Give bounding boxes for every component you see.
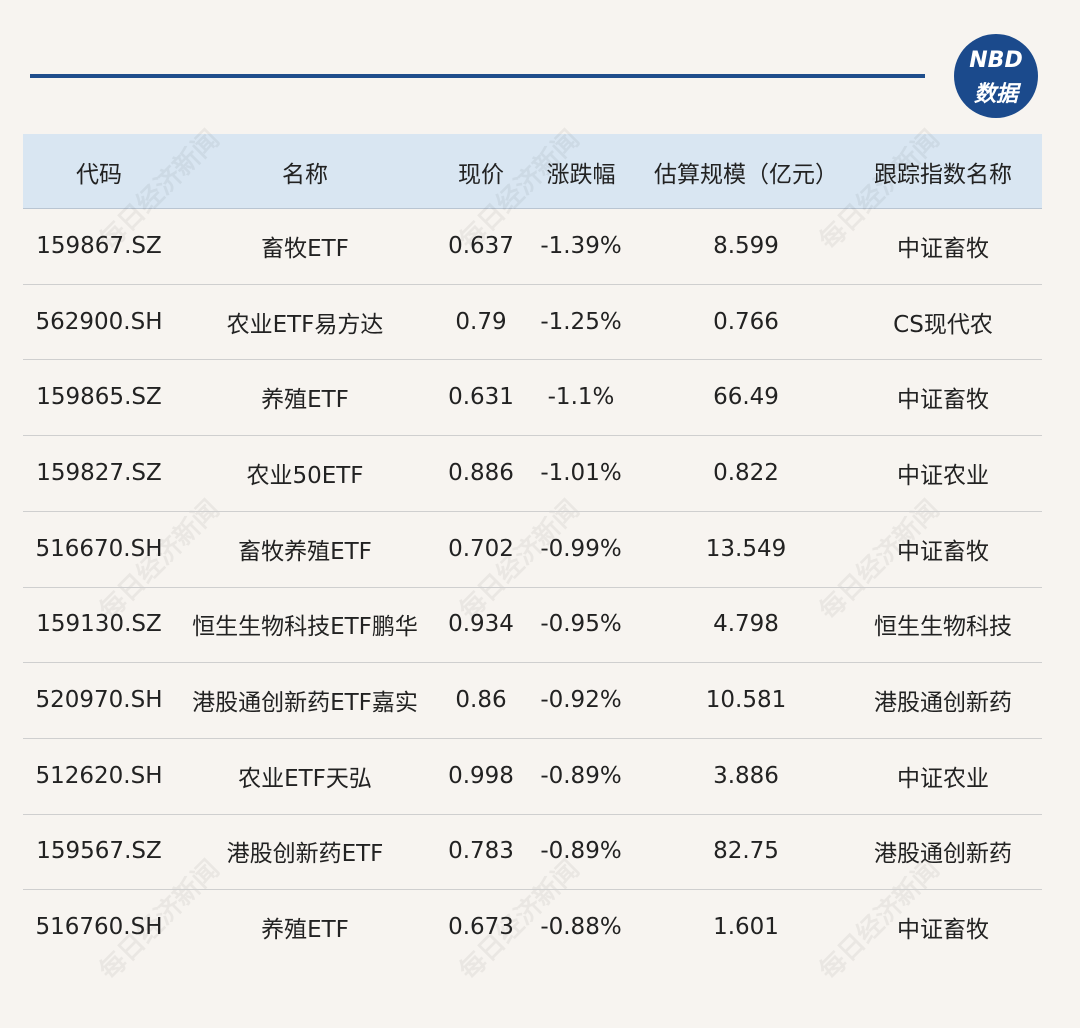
table-cell: 0.673 (448, 914, 514, 941)
table-cell: 159827.SZ (36, 459, 162, 486)
table-cell: 0.822 (713, 459, 779, 486)
column-header: 跟踪指数名称 (874, 162, 1012, 188)
table-cell: -0.92% (540, 687, 622, 714)
table-cell: 3.886 (713, 762, 779, 789)
table-cell: -0.88% (540, 914, 622, 941)
table-cell: 养殖ETF (261, 917, 349, 944)
table-cell: -1.1% (547, 384, 615, 411)
table-cell: 0.702 (448, 535, 514, 562)
column-header: 代码 (76, 162, 122, 188)
table-cell: -1.25% (540, 308, 622, 335)
logo: NBD 数据 (954, 34, 1038, 118)
row-separator (23, 889, 1042, 891)
row-separator (23, 662, 1042, 664)
table-cell: 中证畜牧 (897, 387, 989, 414)
table-header (23, 134, 1042, 209)
table-cell: 512620.SH (35, 762, 163, 789)
header-rule (30, 74, 925, 78)
table-cell: 562900.SH (35, 308, 163, 335)
table-cell: 1.601 (713, 914, 779, 941)
column-header: 名称 (282, 162, 328, 188)
table-cell: -0.99% (540, 535, 622, 562)
table-cell: 520970.SH (35, 687, 163, 714)
table-cell: 港股创新药ETF (226, 841, 384, 868)
row-separator (23, 813, 1042, 815)
table-cell: 畜牧养殖ETF (238, 538, 372, 565)
column-header: 涨跌幅 (546, 162, 616, 188)
table-cell: 82.75 (713, 838, 779, 865)
table-cell: 中证畜牧 (897, 235, 989, 262)
table-cell: 0.783 (448, 838, 514, 865)
table-cell: -0.89% (540, 838, 622, 865)
table-cell: 0.934 (448, 611, 514, 638)
table-cell: 159865.SZ (36, 384, 162, 411)
table-cell: 0.766 (713, 308, 779, 335)
table-cell: -0.95% (540, 611, 622, 638)
table-cell: 养殖ETF (261, 387, 349, 414)
table-cell: -0.89% (540, 762, 622, 789)
table-cell: 66.49 (713, 384, 779, 411)
table-cell: 0.631 (448, 384, 514, 411)
table-cell: 农业50ETF (246, 462, 364, 489)
table-cell: 159130.SZ (36, 611, 162, 638)
table-cell: 港股通创新药 (874, 690, 1012, 717)
table-cell: -1.39% (540, 232, 622, 259)
table-cell: 中证农业 (897, 462, 989, 489)
column-header: 估算规模（亿元） (654, 162, 838, 188)
row-separator (23, 737, 1042, 739)
column-header: 现价 (458, 162, 504, 188)
table-cell: 恒生生物科技 (874, 614, 1012, 641)
row-separator (23, 435, 1042, 437)
table-cell: 畜牧ETF (261, 235, 349, 262)
table-cell: 8.599 (713, 232, 779, 259)
row-separator (23, 586, 1042, 588)
table-cell: 516670.SH (35, 535, 163, 562)
table-cell: 农业ETF易方达 (226, 311, 384, 338)
table-cell: 516760.SH (35, 914, 163, 941)
table-cell: 中证畜牧 (897, 538, 989, 565)
logo-top: NBD (969, 48, 1023, 73)
table-cell: 159867.SZ (36, 232, 162, 259)
table-cell: CS现代农 (893, 311, 993, 338)
table-cell: 中证畜牧 (897, 917, 989, 944)
table-cell: 4.798 (713, 611, 779, 638)
row-separator (23, 359, 1042, 361)
table-cell: 0.86 (455, 687, 507, 714)
row-separator (23, 283, 1042, 285)
table-cell: 港股通创新药ETF嘉实 (192, 690, 418, 717)
table-cell: 13.549 (705, 535, 787, 562)
table-cell: 0.637 (448, 232, 514, 259)
logo-bottom: 数据 (973, 82, 1018, 107)
table-cell: 农业ETF天弘 (238, 765, 372, 792)
table-cell: 159567.SZ (36, 838, 162, 865)
table-cell: 恒生生物科技ETF鹏华 (192, 614, 418, 641)
table-cell: 港股通创新药 (874, 841, 1012, 868)
table-cell: 10.581 (705, 687, 787, 714)
row-separator (23, 510, 1042, 512)
table-cell: 0.998 (448, 762, 514, 789)
table-cell: -1.01% (540, 459, 622, 486)
table-cell: 0.886 (448, 459, 514, 486)
table-cell: 中证农业 (897, 765, 989, 792)
table-cell: 0.79 (455, 308, 507, 335)
